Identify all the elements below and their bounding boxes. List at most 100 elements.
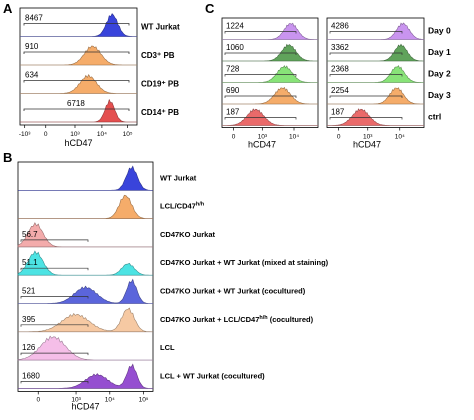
histogram-peak bbox=[17, 222, 153, 248]
histogram-peak bbox=[17, 250, 153, 276]
gate-value: 187 bbox=[331, 108, 345, 117]
histogram-peak bbox=[20, 45, 137, 66]
lane-label-text: CD47KO Jurkat bbox=[160, 230, 216, 239]
gate-value: 8467 bbox=[25, 14, 43, 23]
x-tick-label: 10⁴ bbox=[105, 396, 115, 403]
histogram-peak bbox=[18, 363, 153, 389]
lane-label: CD47KO Jurkat + LCL/CD47h/h (cocultured) bbox=[160, 315, 314, 324]
lane-label-text: CD47KO Jurkat + LCL/CD47 bbox=[160, 315, 259, 324]
gate-bracket bbox=[23, 51, 130, 54]
panel-b-lane: 395 CD47KO Jurkat + LCL/CD47h/h (cocultur… bbox=[18, 307, 314, 333]
x-axis-label: hCD47 bbox=[353, 140, 381, 150]
histogram-peak bbox=[222, 43, 318, 62]
lane-label: WT Jurkat bbox=[141, 23, 180, 32]
lane-label: LCL/CD47h/h bbox=[160, 202, 205, 211]
panel-a-lane: 8467 WT Jurkat bbox=[20, 13, 180, 37]
gate-bracket bbox=[329, 117, 403, 120]
gate-bracket bbox=[23, 80, 130, 83]
x-tick-label: 0 bbox=[337, 134, 341, 141]
x-tick-label: -10³ bbox=[19, 131, 31, 138]
panel-b-lane: LCL/CD47h/h bbox=[18, 194, 205, 219]
lane-label: CD3⁺ PB bbox=[141, 51, 175, 60]
panel-b-lane: 56.7 CD47KO Jurkat bbox=[17, 222, 216, 248]
lane-label: CD19⁺ PB bbox=[141, 80, 179, 89]
gate-value: 910 bbox=[25, 42, 39, 51]
gate-bracket bbox=[329, 52, 403, 55]
panel-b-lane: 1680 LCL + WT Jurkat (cocultured) bbox=[18, 363, 265, 389]
x-tick-label: 10³ bbox=[363, 134, 373, 141]
legend-label: Day 3 bbox=[428, 90, 451, 100]
lane-label-text: CD47KO Jurkat + WT Jurkat (cocultured) bbox=[160, 287, 306, 296]
gate-bracket bbox=[224, 95, 297, 98]
gate-value: 51.1 bbox=[22, 258, 38, 267]
histogram-peak bbox=[20, 73, 137, 94]
gate-value: 728 bbox=[226, 65, 240, 74]
lane-label-sup: h/h bbox=[196, 202, 205, 208]
panel-c-frame bbox=[221, 17, 319, 128]
histogram-peak bbox=[327, 22, 425, 40]
panel-a-lane: 910 CD3⁺ PB bbox=[20, 42, 175, 66]
lane-label-text: LCL bbox=[160, 343, 175, 352]
histogram-peak bbox=[327, 43, 424, 62]
gate-value: 2368 bbox=[331, 65, 349, 74]
gate-bracket bbox=[23, 108, 130, 111]
panel-b-lane: 521 CD47KO Jurkat + WT Jurkat (cocultured… bbox=[18, 278, 306, 304]
histogram-peak bbox=[222, 86, 318, 105]
gate-value: 521 bbox=[22, 287, 36, 296]
gate-value: 6718 bbox=[67, 99, 85, 108]
gate-bracket bbox=[20, 381, 89, 384]
x-tick-label: 10⁵ bbox=[123, 131, 133, 138]
gate-value: 3362 bbox=[331, 43, 349, 52]
histogram-peak bbox=[327, 65, 424, 83]
panel-b-letter: B bbox=[3, 150, 12, 165]
histogram-peak bbox=[18, 194, 153, 219]
lane-label: CD47KO Jurkat + WT Jurkat (mixed at stai… bbox=[160, 258, 329, 267]
histogram-peak bbox=[327, 108, 424, 126]
histogram-peak bbox=[18, 278, 153, 304]
panel-c: C 1224 1060 728 690 187 0 10³ 10⁴ hCD47 4286 3362 23… bbox=[205, 1, 451, 150]
gate-value: 4286 bbox=[331, 22, 349, 31]
lane-label-sup: h/h bbox=[259, 315, 268, 321]
x-tick-label: 10⁴ bbox=[289, 134, 299, 141]
x-tick-label: 10⁴ bbox=[97, 131, 107, 138]
histogram-peak bbox=[222, 65, 318, 83]
gate-value: 395 bbox=[22, 315, 36, 324]
lane-label: LCL + WT Jurkat (cocultured) bbox=[160, 371, 265, 380]
panel-c-frame bbox=[326, 17, 425, 128]
lane-label: LCL bbox=[160, 343, 175, 352]
gate-value: 56.7 bbox=[22, 230, 38, 239]
x-axis-label: hCD47 bbox=[71, 401, 99, 411]
panel-c-left: 1224 1060 728 690 187 0 10³ 10⁴ hCD47 bbox=[221, 17, 319, 150]
gate-value: 1060 bbox=[226, 43, 244, 52]
histogram-peak bbox=[222, 22, 318, 40]
lane-label: CD47KO Jurkat + WT Jurkat (cocultured) bbox=[160, 287, 306, 296]
x-tick-label: 10³ bbox=[258, 134, 268, 141]
histogram-peak bbox=[327, 87, 424, 105]
lane-label: CD47KO Jurkat bbox=[160, 230, 216, 239]
x-tick-label: 10³ bbox=[71, 396, 81, 403]
panel-a-letter: A bbox=[3, 1, 13, 16]
gate-bracket bbox=[329, 31, 403, 34]
x-tick-label: 10⁴ bbox=[395, 134, 405, 141]
panel-c-right: 4286 3362 2368 2254 187 0 10³ 10⁴ hCD47 bbox=[326, 17, 425, 150]
histogram-peak bbox=[17, 335, 153, 361]
gate-bracket bbox=[329, 95, 403, 98]
lane-label-text: LCL + WT Jurkat (cocultured) bbox=[160, 371, 265, 380]
panel-c-letter: C bbox=[205, 1, 215, 16]
gate-value: 187 bbox=[226, 108, 240, 117]
panel-a-lane: 6718 CD14⁺ PB bbox=[20, 98, 179, 123]
gate-bracket bbox=[329, 74, 403, 77]
gate-value: 690 bbox=[226, 86, 240, 95]
gate-bracket bbox=[20, 352, 89, 356]
lane-label-text: LCL/CD47 bbox=[160, 202, 196, 211]
x-axis-label: hCD47 bbox=[248, 140, 276, 150]
gate-bracket bbox=[224, 52, 297, 55]
gate-value: 2254 bbox=[331, 86, 349, 95]
gate-value: 1224 bbox=[226, 22, 244, 31]
histogram-peak bbox=[222, 108, 318, 126]
gate-bracket bbox=[224, 74, 297, 77]
x-tick-label: 0 bbox=[232, 134, 236, 141]
histogram-peak bbox=[18, 307, 153, 333]
gate-value: 1680 bbox=[22, 371, 40, 380]
